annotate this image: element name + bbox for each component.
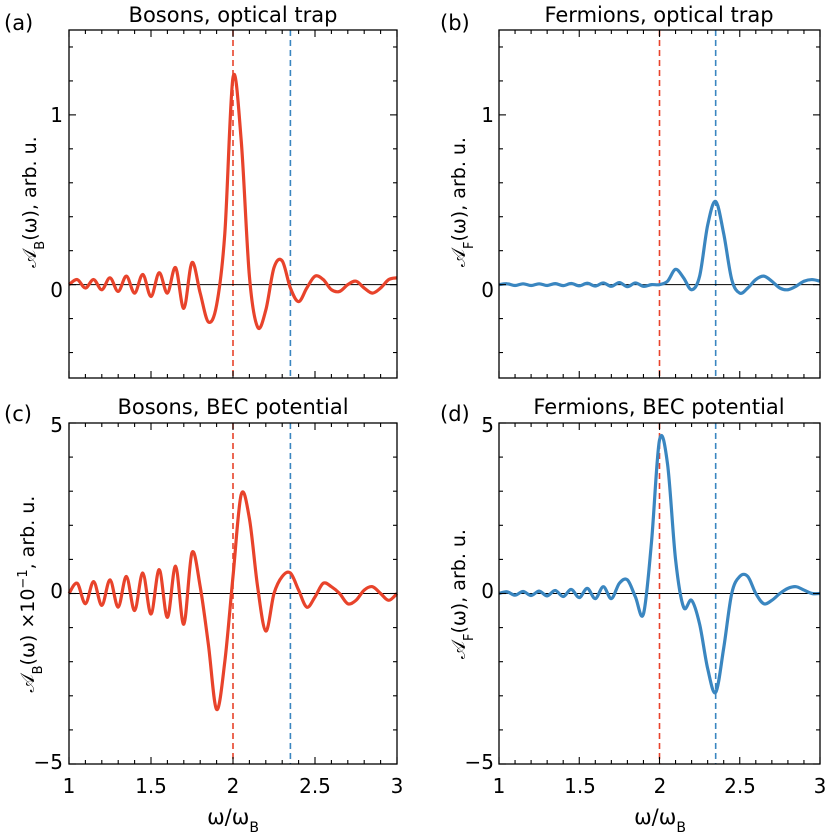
- panel-d-series-line: [498, 433, 821, 695]
- panel-d-label: (d): [440, 402, 470, 426]
- panel-c-ytick-5: 5: [50, 413, 63, 437]
- panel-d-title: Fermions, BEC potential: [533, 395, 784, 419]
- panel-d-ytick-5: 5: [481, 413, 494, 437]
- panel-c-xtick-1: 1: [63, 774, 76, 798]
- panel-d-ytick-0: 0: [481, 579, 494, 603]
- panel-d-xtick-2.5: 2.5: [724, 774, 756, 798]
- panel-d-xtick-1: 1: [493, 774, 506, 798]
- panel-a-label: (a): [4, 11, 33, 35]
- panel-c: [67, 422, 399, 765]
- panel-b-series-line: [498, 199, 821, 295]
- panel-c-xtick-2: 2: [227, 774, 240, 798]
- panel-c-xtick-2.5: 2.5: [299, 774, 331, 798]
- panel-d-xtick-1.5: 1.5: [564, 774, 596, 798]
- panel-d-ylabel: 𝒜F(ω), arb. u.: [448, 529, 477, 659]
- panel-c-ylabel: 𝒜B(ω) ×10−1, arb. u.: [16, 496, 46, 693]
- panel-b: [498, 29, 821, 379]
- panel-d-xtick-2: 2: [654, 774, 667, 798]
- panel-a-ylabel: 𝒜B(ω), arb. u.: [19, 136, 48, 267]
- panel-b-ytick-1: 1: [481, 103, 494, 127]
- panel-b-ytick-0: 0: [481, 278, 494, 302]
- panel-c-xtick-3: 3: [391, 774, 404, 798]
- panel-a-ytick-1: 1: [50, 103, 63, 127]
- panel-a-series-line: [68, 73, 398, 330]
- panel-d-xtick-3: 3: [814, 774, 827, 798]
- panel-d-ytick-m5: −5: [465, 750, 494, 774]
- panel-c-ytick-m5: −5: [34, 750, 63, 774]
- panel-a-title: Bosons, optical trap: [129, 3, 338, 27]
- panel-c-xtick-1.5: 1.5: [135, 774, 167, 798]
- panel-b-title: Fermions, optical trap: [544, 3, 773, 27]
- panel-a-ytick-0: 0: [50, 278, 63, 302]
- panel-c-label: (c): [4, 402, 32, 426]
- panel-d-xlabel: ω/ωB: [634, 805, 686, 833]
- panel-c-xlabel: ω/ωB: [207, 805, 259, 833]
- panel-c-title: Bosons, BEC potential: [117, 395, 348, 419]
- panel-c-series-line: [67, 490, 399, 712]
- panel-a: [68, 29, 398, 379]
- panel-d: [498, 422, 821, 765]
- panel-b-ylabel: 𝒜F(ω), arb. u.: [448, 137, 477, 267]
- panel-c-ytick-0: 0: [50, 579, 63, 603]
- panel-b-label: (b): [440, 11, 470, 35]
